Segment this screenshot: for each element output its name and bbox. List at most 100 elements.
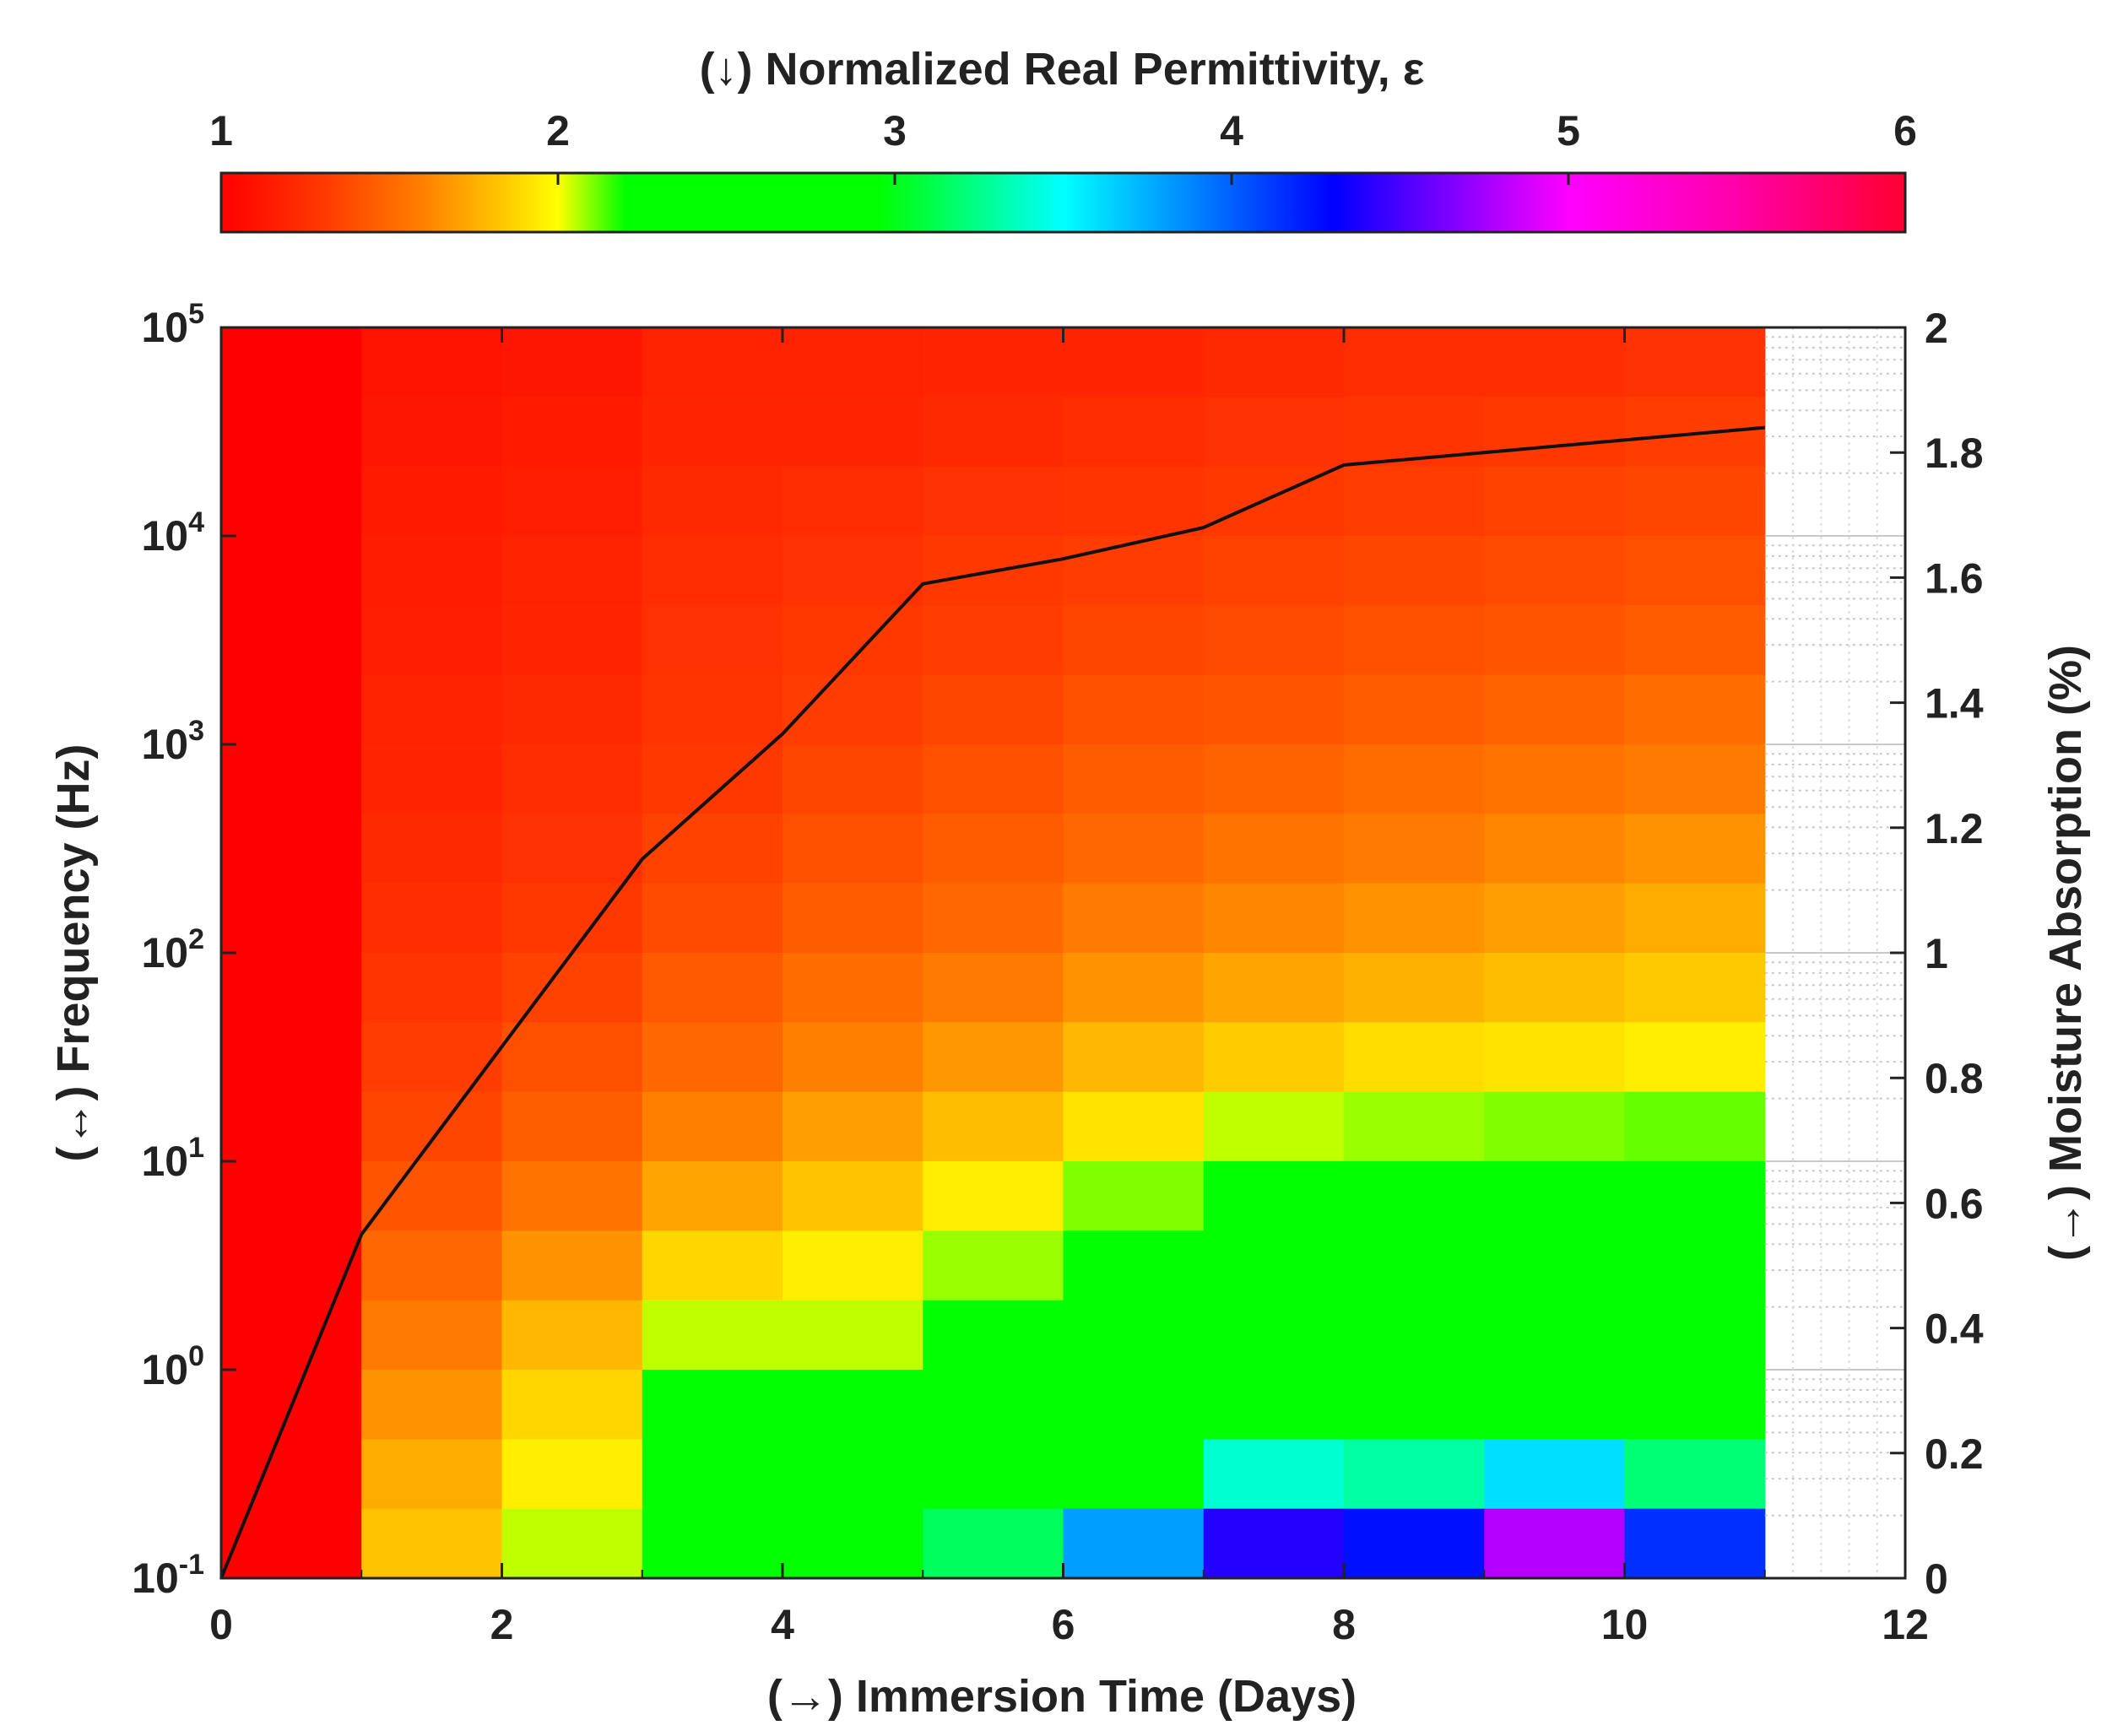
heatmap-cell	[1484, 1508, 1626, 1579]
heatmap-cell	[1203, 466, 1345, 537]
heatmap-cell	[1484, 536, 1626, 606]
heatmap-cell	[1484, 1300, 1626, 1371]
heatmap-cell	[642, 1022, 783, 1093]
heatmap-cell	[1063, 1300, 1205, 1371]
heatmap-cell	[1063, 1439, 1205, 1510]
heatmap-cell	[1203, 1230, 1345, 1301]
heatmap-cell	[221, 466, 362, 537]
heatmap-cell	[1203, 953, 1345, 1023]
heatmap-cell	[501, 1300, 643, 1371]
heatmap-cell	[923, 397, 1064, 468]
heatmap-cell	[501, 1439, 643, 1510]
heatmap-cell	[642, 605, 783, 676]
heatmap-cell	[361, 1161, 503, 1231]
heatmap-cell	[783, 1439, 923, 1510]
heatmap-cell	[1063, 814, 1205, 884]
heatmap-cell	[783, 605, 923, 676]
colorbar-tick-label: 1	[209, 107, 233, 154]
heatmap-cell	[783, 883, 923, 954]
heatmap-cell	[501, 674, 643, 745]
y-right-axis-title: (→) Moisture Absorption (%)	[2040, 645, 2091, 1261]
colorbar-tick-label: 5	[1557, 107, 1580, 154]
y-left-tick-label: 103	[141, 715, 204, 768]
heatmap-cell	[1203, 744, 1345, 814]
heatmap-cell	[1344, 1230, 1485, 1301]
heatmap-cell	[1063, 1230, 1205, 1301]
heatmap-cell	[1203, 1508, 1345, 1579]
heatmap-cell	[221, 1300, 362, 1371]
x-tick-label: 12	[1882, 1601, 1929, 1648]
heatmap-cell	[1484, 1439, 1626, 1510]
heatmap-cell	[1344, 536, 1485, 606]
heatmap-cell	[221, 1091, 362, 1162]
heatmap-cell	[642, 883, 783, 954]
y-right-tick-label: 0	[1925, 1555, 1948, 1603]
heatmap-cell	[221, 814, 362, 884]
heatmap-cell	[783, 1300, 923, 1371]
heatmap-cell	[783, 1508, 923, 1579]
heatmap-cell	[1484, 1022, 1626, 1093]
heatmap-cell	[923, 605, 1064, 676]
y-left-tick-label: 105	[141, 298, 204, 351]
heatmap-cell	[1624, 883, 1766, 954]
heatmap-cell	[1344, 1300, 1485, 1371]
heatmap-cell	[642, 327, 783, 397]
heatmap-cell	[783, 1022, 923, 1093]
heatmap-cell	[1484, 605, 1626, 676]
x-tick-label: 8	[1332, 1601, 1356, 1648]
heatmap-cell	[1344, 883, 1485, 954]
heatmap-cell	[501, 953, 643, 1023]
heatmap-cell	[1484, 397, 1626, 468]
heatmap-cell	[221, 397, 362, 468]
heatmap-cell	[1344, 397, 1485, 468]
heatmap-cell	[642, 953, 783, 1023]
x-tick-label: 0	[209, 1601, 233, 1648]
heatmap-cell	[1203, 536, 1345, 606]
heatmap-cell	[783, 1091, 923, 1162]
heatmap-cell	[1624, 1022, 1766, 1093]
y-right-tick-label: 1.6	[1925, 554, 1984, 602]
heatmap-cell	[1344, 1439, 1485, 1510]
heatmap-cell	[361, 536, 503, 606]
heatmap-cell	[642, 1161, 783, 1231]
heatmap-cell	[501, 744, 643, 814]
heatmap-cell	[1203, 674, 1345, 745]
heatmap-cell	[783, 536, 923, 606]
colorbar-tick-label: 3	[883, 107, 907, 154]
heatmap-cell	[1203, 883, 1345, 954]
heatmap-cell	[501, 1230, 643, 1301]
heatmap-cell	[501, 397, 643, 468]
y-left-tick-label: 10-1	[132, 1549, 204, 1602]
heatmap-cell	[923, 1439, 1064, 1510]
heatmap-cell	[501, 327, 643, 397]
heatmap-cell	[783, 327, 923, 397]
heatmap-cell	[361, 1230, 503, 1301]
heatmap-cell	[923, 1230, 1064, 1301]
heatmap-cell	[361, 674, 503, 745]
heatmap-cell	[1484, 1161, 1626, 1231]
heatmap-cell	[501, 466, 643, 537]
heatmap-cell	[221, 1161, 362, 1231]
heatmap-cell	[783, 397, 923, 468]
x-tick-label: 4	[771, 1601, 794, 1648]
heatmap-cell	[642, 1508, 783, 1579]
heatmap-cell	[1063, 466, 1205, 537]
heatmap-cell	[783, 466, 923, 537]
y-left-tick-label: 100	[141, 1340, 204, 1393]
x-axis-title: (→) Immersion Time (Days)	[767, 1671, 1357, 1722]
heatmap-cell	[1624, 744, 1766, 814]
heatmap-cell	[642, 1230, 783, 1301]
colorbar-tick-label: 6	[1893, 107, 1917, 154]
heatmap-cell	[361, 466, 503, 537]
heatmap-cell	[221, 327, 362, 397]
y-right-tick-label: 0.4	[1925, 1306, 1984, 1353]
heatmap-cell	[1344, 1091, 1485, 1162]
heatmap-cell	[501, 1161, 643, 1231]
heatmap-cell	[221, 1508, 362, 1579]
heatmap-cell	[361, 883, 503, 954]
heatmap-cell	[361, 327, 503, 397]
heatmap-cell	[642, 814, 783, 884]
y-left-axis-ticks: 10-1 100 101 102 103 104 105	[132, 298, 236, 1602]
heatmap-cell	[1624, 1439, 1766, 1510]
